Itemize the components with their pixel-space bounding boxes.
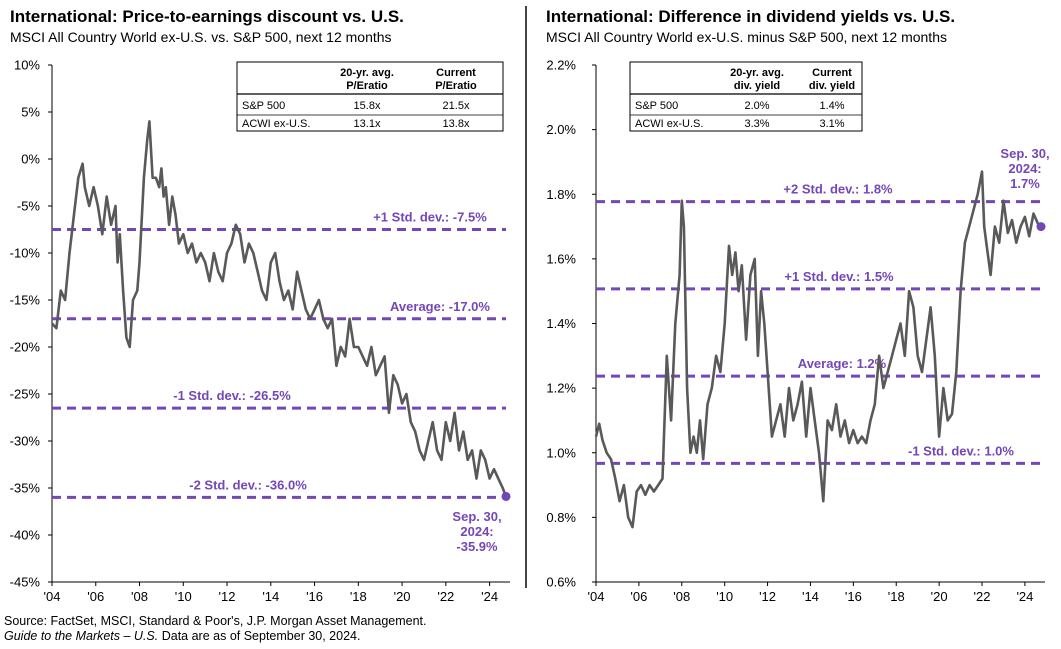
right-y-tick-label: 0.8% — [546, 510, 576, 525]
right-table-header: 20-yr. avg. — [730, 67, 784, 79]
left-x-tick-label: '22 — [437, 589, 454, 604]
right-endpoint-label: 1.7% — [1010, 176, 1040, 191]
right-y-tick-label: 1.0% — [546, 445, 576, 460]
right-reference-label: -1 Std. dev.: 1.0% — [908, 443, 1014, 458]
right-x-tick-label: '12 — [759, 589, 776, 604]
right-x-tick-label: '08 — [673, 589, 690, 604]
left-table-row-label: ACWI ex-U.S. — [242, 118, 310, 130]
right-reference-label: +1 Std. dev.: 1.5% — [784, 269, 894, 284]
right-table-cell: 3.3% — [744, 118, 769, 130]
source-note: Source: FactSet, MSCI, Standard & Poor's… — [4, 614, 427, 628]
left-x-tick-label: '24 — [481, 589, 498, 604]
right-x-tick-label: '16 — [845, 589, 862, 604]
left-chart-title: International: Price-to-earnings discoun… — [10, 7, 404, 26]
left-y-tick-label: 10% — [14, 58, 40, 73]
left-y-tick-label: -40% — [10, 528, 41, 543]
right-x-tick-label: '22 — [974, 589, 991, 604]
right-chart-subtitle: MSCI All Country World ex-U.S. minus S&P… — [546, 29, 947, 45]
left-reference-label: -1 Std. dev.: -26.5% — [173, 388, 291, 403]
left-series-line — [51, 120, 508, 497]
right-table-cell: 1.4% — [819, 100, 844, 112]
left-y-tick-label: -25% — [10, 387, 41, 402]
left-y-tick-label: 0% — [21, 152, 40, 167]
left-endpoint-label: -35.9% — [456, 539, 498, 554]
right-y-tick-label: 1.6% — [546, 251, 576, 266]
left-y-tick-label: -45% — [10, 575, 41, 590]
left-y-tick-label: -20% — [10, 340, 41, 355]
left-summary-table — [236, 61, 504, 132]
left-endpoint-marker — [501, 491, 511, 501]
right-y-tick-label: 1.8% — [546, 187, 576, 202]
left-x-tick-label: '16 — [306, 589, 323, 604]
right-x-tick-label: '10 — [716, 589, 733, 604]
panel-divider — [525, 6, 527, 588]
right-y-tick-label: 0.6% — [546, 575, 576, 590]
left-x-tick-label: '12 — [219, 589, 236, 604]
data-date-note: Data are as of September 30, 2024. — [158, 629, 361, 643]
right-x-tick-label: '14 — [802, 589, 819, 604]
left-x-tick-label: '10 — [175, 589, 192, 604]
right-table-header: Current — [812, 67, 852, 79]
left-reference-label: Average: -17.0% — [390, 299, 490, 314]
left-table-row-label: S&P 500 — [242, 100, 285, 112]
left-reference-label: +1 Std. dev.: -7.5% — [373, 210, 487, 225]
right-y-tick-label: 1.2% — [546, 381, 576, 396]
left-endpoint-label: 2024: — [460, 524, 493, 539]
left-table-header: 20-yr. avg. — [340, 67, 394, 79]
right-endpoint-label: Sep. 30, — [1000, 146, 1049, 161]
right-x-tick-label: '06 — [630, 589, 647, 604]
left-y-tick-label: 5% — [21, 105, 40, 120]
guide-title: Guide to the Markets – U.S. — [4, 629, 159, 643]
right-series-line — [594, 170, 1042, 529]
left-x-tick-label: '08 — [131, 589, 148, 604]
left-x-tick-label: '18 — [350, 589, 367, 604]
left-y-tick-label: -35% — [10, 481, 41, 496]
left-table-cell: 13.8x — [443, 118, 470, 130]
data-note: Guide to the Markets – U.S. Data are as … — [4, 629, 360, 643]
right-x-tick-label: '20 — [931, 589, 948, 604]
right-y-tick-label: 2.2% — [546, 58, 576, 73]
left-table-header: P/Eratio — [435, 80, 477, 92]
left-reference-label: -2 Std. dev.: -36.0% — [189, 477, 307, 492]
left-table-header: P/Eratio — [346, 80, 388, 92]
right-x-tick-label: '04 — [588, 589, 605, 604]
left-x-tick-label: '06 — [87, 589, 104, 604]
right-x-tick-label: '24 — [1016, 589, 1033, 604]
left-chart-subtitle: MSCI All Country World ex-U.S. vs. S&P 5… — [10, 29, 392, 45]
left-x-tick-label: '04 — [44, 589, 61, 604]
right-table-row-label: S&P 500 — [635, 100, 678, 112]
right-table-cell: 2.0% — [744, 100, 769, 112]
right-table-cell: 3.1% — [819, 118, 844, 130]
left-y-tick-label: -5% — [17, 199, 41, 214]
left-x-tick-label: '20 — [394, 589, 411, 604]
right-x-tick-label: '18 — [888, 589, 905, 604]
right-chart-title: International: Difference in dividend yi… — [546, 7, 956, 26]
left-table-cell: 15.8x — [354, 100, 381, 112]
right-table-header: div. yield — [734, 80, 780, 92]
left-table-cell: 13.1x — [354, 118, 381, 130]
left-y-tick-label: -15% — [10, 293, 41, 308]
left-endpoint-label: Sep. 30, — [452, 509, 501, 524]
left-table-header: Current — [436, 67, 476, 79]
right-endpoint-marker — [1036, 222, 1046, 232]
right-endpoint-label: 2024: — [1008, 161, 1041, 176]
right-reference-label: Average: 1.2% — [798, 356, 887, 371]
left-y-tick-label: -30% — [10, 434, 41, 449]
right-summary-table — [629, 61, 863, 132]
left-x-tick-label: '14 — [262, 589, 279, 604]
right-y-tick-label: 2.0% — [546, 122, 576, 137]
right-table-header: div. yield — [809, 80, 855, 92]
left-table-cell: 21.5x — [443, 100, 470, 112]
left-y-tick-label: -10% — [10, 246, 41, 261]
right-y-tick-label: 1.4% — [546, 316, 576, 331]
right-table-row-label: ACWI ex-U.S. — [635, 118, 703, 130]
right-reference-label: +2 Std. dev.: 1.8% — [783, 182, 893, 197]
